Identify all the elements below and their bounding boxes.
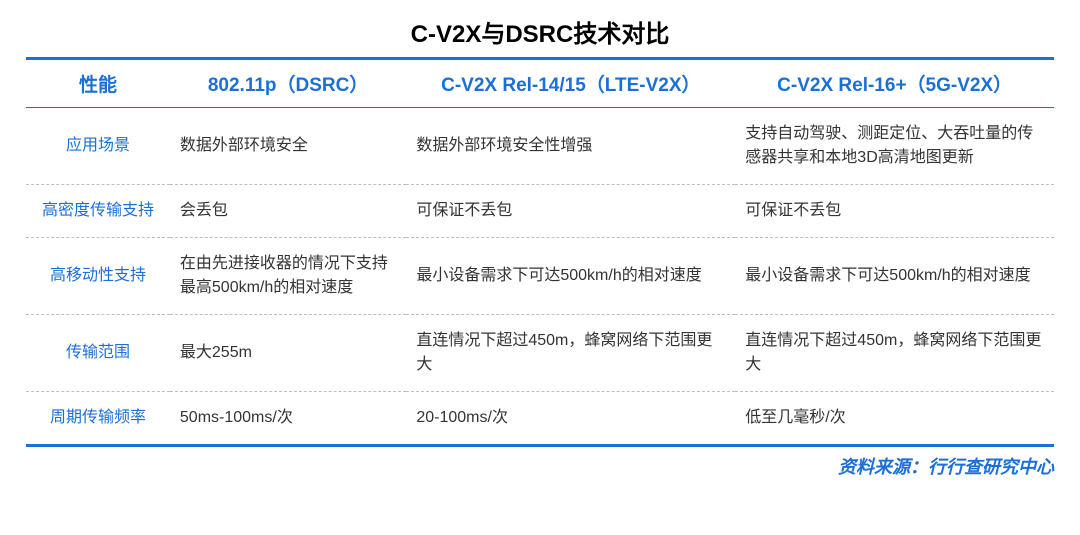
table-row: 应用场景数据外部环境安全数据外部环境安全性增强支持自动驾驶、测距定位、大吞吐量的… (26, 108, 1054, 185)
table-cell: 支持自动驾驶、测距定位、大吞吐量的传感器共享和本地3D高清地图更新 (735, 108, 1054, 185)
table-row: 高密度传输支持会丢包可保证不丢包可保证不丢包 (26, 185, 1054, 238)
row-label: 周期传输频率 (26, 392, 170, 446)
header-cell: C-V2X Rel-14/15（LTE-V2X） (406, 59, 735, 108)
table-cell: 最小设备需求下可达500km/h的相对速度 (406, 238, 735, 315)
table-cell: 直连情况下超过450m，蜂窝网络下范围更大 (406, 315, 735, 392)
table-row: 传输范围最大255m直连情况下超过450m，蜂窝网络下范围更大直连情况下超过45… (26, 315, 1054, 392)
table-row: 周期传输频率50ms-100ms/次20-100ms/次低至几毫秒/次 (26, 392, 1054, 446)
table-cell: 最大255m (170, 315, 406, 392)
row-label: 高移动性支持 (26, 238, 170, 315)
table-cell: 可保证不丢包 (406, 185, 735, 238)
table-cell: 低至几毫秒/次 (735, 392, 1054, 446)
table-cell: 会丢包 (170, 185, 406, 238)
table-header-row: 性能 802.11p（DSRC） C-V2X Rel-14/15（LTE-V2X… (26, 59, 1054, 108)
table-cell: 数据外部环境安全性增强 (406, 108, 735, 185)
header-cell: 性能 (26, 59, 170, 108)
header-cell: 802.11p（DSRC） (170, 59, 406, 108)
table-cell: 可保证不丢包 (735, 185, 1054, 238)
header-cell: C-V2X Rel-16+（5G-V2X） (735, 59, 1054, 108)
table-cell: 直连情况下超过450m，蜂窝网络下范围更大 (735, 315, 1054, 392)
table-cell: 20-100ms/次 (406, 392, 735, 446)
comparison-table: 性能 802.11p（DSRC） C-V2X Rel-14/15（LTE-V2X… (26, 57, 1054, 447)
table-body: 应用场景数据外部环境安全数据外部环境安全性增强支持自动驾驶、测距定位、大吞吐量的… (26, 108, 1054, 446)
source-label: 资料来源：行行查研究中心 (26, 453, 1054, 479)
table-row: 高移动性支持在由先进接收器的情况下支持最高500km/h的相对速度最小设备需求下… (26, 238, 1054, 315)
row-label: 传输范围 (26, 315, 170, 392)
table-cell: 在由先进接收器的情况下支持最高500km/h的相对速度 (170, 238, 406, 315)
row-label: 应用场景 (26, 108, 170, 185)
table-cell: 50ms-100ms/次 (170, 392, 406, 446)
row-label: 高密度传输支持 (26, 185, 170, 238)
page-title: C-V2X与DSRC技术对比 (26, 14, 1054, 49)
table-cell: 最小设备需求下可达500km/h的相对速度 (735, 238, 1054, 315)
table-cell: 数据外部环境安全 (170, 108, 406, 185)
